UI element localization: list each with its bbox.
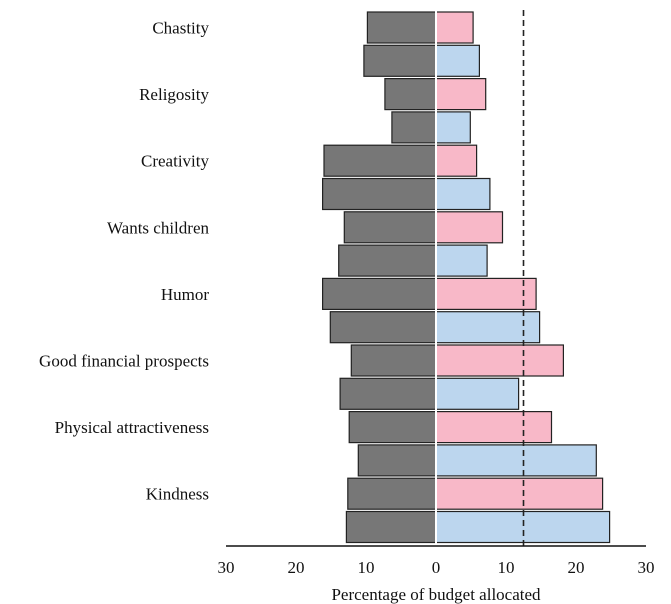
bar-left-6 [322, 177, 437, 211]
x-tick-label-4: 0 [432, 558, 441, 577]
bar-left-16 [345, 510, 437, 544]
bar-left-14 [357, 444, 437, 477]
bar-right-8 [435, 244, 488, 277]
x-tick-label-6: 20 [568, 558, 585, 577]
bar-right-9 [435, 277, 537, 310]
bar-left-10 [329, 311, 437, 344]
bar-left-7 [343, 211, 437, 244]
bar-right-16 [435, 510, 611, 544]
x-tick-label-3: 10 [358, 558, 375, 577]
bar-right-6 [435, 177, 491, 211]
category-label-2: Religosity [139, 85, 209, 104]
category-label-8: Kindness [146, 485, 209, 504]
bar-right-14 [435, 444, 597, 477]
bar-right-5 [435, 144, 478, 177]
x-tick-labels: 30 20 10 0 10 20 30 [218, 558, 655, 577]
bar-left-9 [322, 277, 437, 310]
bar-left-5 [323, 144, 437, 177]
bar-left-2 [363, 44, 437, 77]
category-label-6: Good financial prospects [39, 352, 209, 371]
bar-left-1 [366, 11, 437, 44]
bar-right-1 [435, 11, 474, 44]
category-label-1: Chastity [152, 19, 209, 38]
bar-right-7 [435, 211, 504, 244]
x-tick-label-1: 30 [218, 558, 235, 577]
bar-right-12 [435, 377, 520, 410]
bar-left-11 [350, 344, 437, 377]
bar-right-13 [435, 411, 553, 444]
x-axis-title: Percentage of budget allocated [331, 585, 541, 604]
x-tick-label-7: 30 [638, 558, 655, 577]
bar-right-10 [435, 311, 541, 344]
category-labels: Chastity Religosity Creativity Wants childr… [39, 19, 209, 504]
bars-group [322, 11, 611, 544]
bar-right-3 [435, 77, 487, 111]
x-tick-label-2: 20 [288, 558, 305, 577]
bar-left-8 [338, 244, 437, 277]
bar-right-15 [435, 477, 604, 510]
bar-left-13 [348, 411, 437, 444]
bar-left-4 [391, 111, 437, 144]
x-tick-label-5: 10 [498, 558, 515, 577]
bar-right-2 [435, 44, 481, 77]
bar-right-11 [435, 344, 565, 377]
bar-right-4 [435, 111, 471, 144]
bar-left-12 [339, 377, 437, 410]
category-label-7: Physical attractiveness [55, 418, 209, 437]
category-label-5: Humor [161, 285, 210, 304]
bar-left-3 [384, 77, 437, 111]
bar-left-15 [347, 477, 437, 510]
category-label-4: Wants children [107, 218, 210, 237]
category-label-3: Creativity [141, 152, 209, 171]
